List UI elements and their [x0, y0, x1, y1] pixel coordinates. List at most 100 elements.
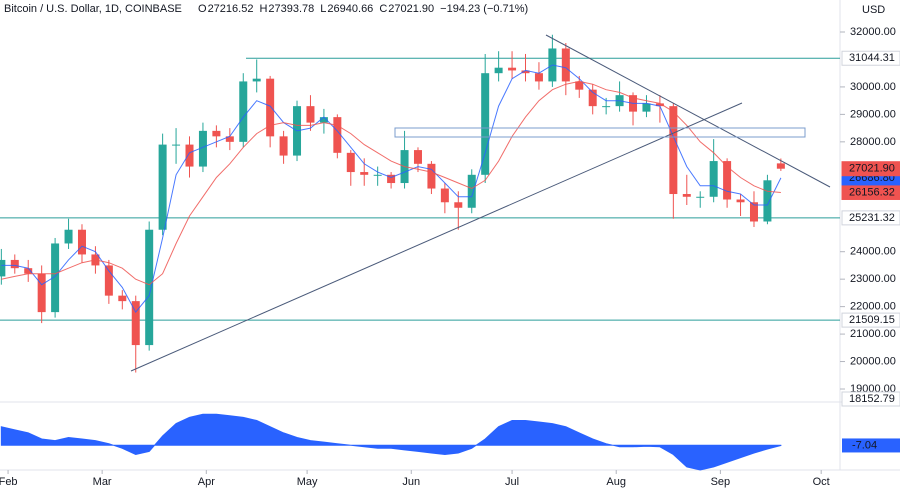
ohlc-value: 26940.66 [327, 3, 373, 15]
y-tick-label: 32000.00 [850, 26, 896, 38]
y-tick-label: 22000.00 [850, 301, 896, 313]
candle-body [266, 78, 275, 137]
candle-body [37, 273, 46, 313]
candle-body [682, 194, 691, 197]
candle-body [749, 202, 758, 222]
candle-body [306, 106, 315, 123]
candle-body [145, 229, 154, 346]
price-label-bg [841, 312, 900, 328]
trendline-descending [545, 34, 831, 188]
x-tick-label: Feb [0, 476, 18, 488]
price-label: 31044.31 [849, 52, 895, 64]
candle-body [279, 136, 288, 156]
candle-body [494, 67, 503, 74]
candle-body [669, 106, 678, 195]
osc-scale-label: 18152.79 [849, 393, 895, 405]
price-label-bg [841, 50, 900, 66]
candle-body [561, 48, 570, 82]
moving-average [1, 64, 782, 313]
x-tick-label: Sep [711, 476, 731, 488]
candle-body [373, 174, 382, 176]
candle-body [655, 103, 664, 107]
candle-body [763, 180, 772, 222]
price-change: −194.23 (−0.71%) [440, 3, 528, 15]
osc-value-bg [842, 438, 900, 453]
candle-body [709, 161, 718, 197]
x-tick-label: Jun [402, 476, 420, 488]
moving-average [1, 80, 781, 286]
osc-scale-bg [841, 391, 900, 407]
price-label: 27021.90 [849, 163, 895, 175]
x-tick-label: Jul [505, 476, 519, 488]
ohlc-value: 27216.52 [208, 3, 254, 15]
x-tick-label: Aug [606, 476, 626, 488]
trendline-ascending [130, 102, 743, 372]
ohlc-value: 27021.90 [388, 3, 434, 15]
candle-body [723, 161, 732, 200]
candle-body [360, 172, 369, 175]
y-tick-label: 20000.00 [850, 355, 896, 367]
price-label: 21509.15 [849, 314, 895, 326]
candle-body [77, 229, 86, 255]
candle-body [575, 81, 584, 90]
y-tick-label: 24000.00 [850, 246, 896, 258]
axes: 19000.0020000.0021000.0022000.0023000.00… [0, 26, 900, 488]
candle-body [319, 117, 328, 123]
candle-body [225, 136, 234, 142]
candle-body [131, 301, 140, 346]
candle-body [118, 295, 127, 302]
candle-body [198, 130, 207, 167]
plot-area [0, 34, 840, 471]
candle-body [696, 196, 705, 198]
candle-body [0, 259, 6, 277]
osc-value-label: -7.04 [852, 439, 877, 451]
ohlc-key: O [198, 3, 207, 15]
x-tick-label: Apr [198, 476, 215, 488]
candle-body [440, 188, 449, 203]
candle-body [642, 103, 651, 112]
ohlc-header: O 27216.52 H 27393.78 L 26940.66 C 27021.90 −194… [198, 3, 528, 15]
price-label: 25231.32 [849, 212, 895, 224]
chart-title: Bitcoin / U.S. Dollar, 1D, COINBASE [4, 3, 182, 15]
x-tick-label: Mar [93, 476, 112, 488]
price-label-bg [841, 161, 900, 177]
candle-body [413, 150, 422, 164]
y-tick-label: 30000.00 [850, 81, 896, 93]
candle-body [252, 78, 261, 82]
candle-body [467, 174, 476, 208]
oscillator-area [0, 413, 782, 471]
ohlc-key: C [379, 3, 387, 15]
y-tick-label: 29000.00 [850, 108, 896, 120]
candle-body [602, 106, 611, 108]
candle-body [51, 243, 60, 313]
resistance-zone [394, 127, 806, 138]
candle-body [212, 130, 221, 137]
price-label-bg [841, 210, 900, 226]
price-label-bg [841, 184, 900, 200]
ohlc-key: L [320, 3, 326, 15]
ohlc-value: 27393.78 [268, 3, 314, 15]
candle-body [104, 265, 113, 296]
candle-body [239, 81, 248, 142]
candle-body [427, 163, 436, 189]
candle-body [588, 89, 597, 107]
candle-body [24, 268, 33, 274]
candle-body [736, 199, 745, 203]
candle-body [333, 117, 342, 153]
price-label: 26156.32 [849, 186, 895, 198]
candle-body [346, 152, 355, 173]
candle-body [158, 144, 167, 230]
x-tick-label: Oct [813, 476, 830, 488]
y-tick-label: 28000.00 [850, 136, 896, 148]
candle-body [776, 163, 785, 169]
x-tick-label: May [297, 476, 318, 488]
y-tick-label: 21000.00 [850, 328, 896, 340]
y-tick-label: 23000.00 [850, 273, 896, 285]
candle-body [10, 259, 19, 269]
candle-body [508, 67, 517, 71]
candle-body [172, 144, 181, 146]
candle-body [387, 174, 396, 184]
